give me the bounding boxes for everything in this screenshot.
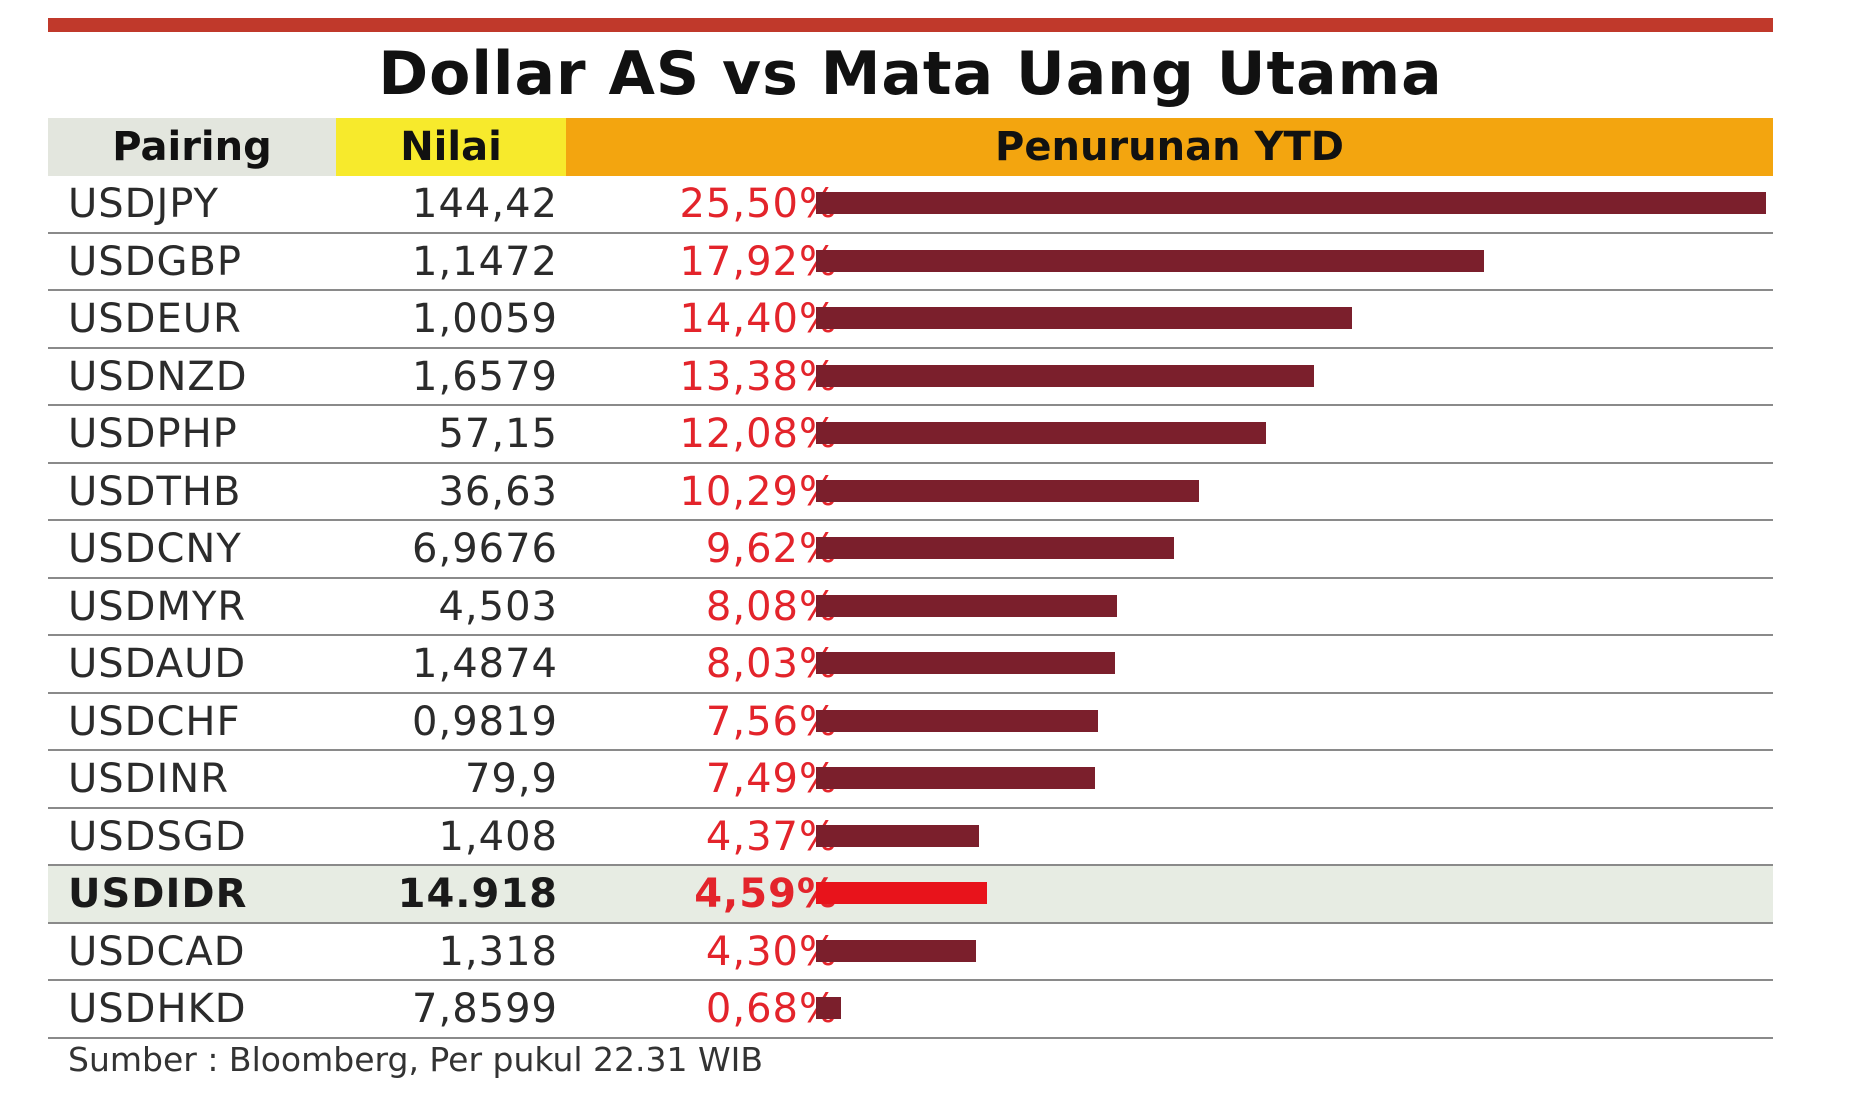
table-body: USDJPY 144,42 25,50% USDGBP 1,1472 17,92% USDE… (48, 176, 1773, 1039)
ytd-bar (816, 249, 1484, 272)
chart-title: Dollar AS vs Mata Uang Utama (378, 39, 1443, 109)
header-pairing: Pairing (48, 118, 336, 176)
header-nilai: Nilai (336, 118, 566, 176)
nilai-value: 1,6579 (412, 353, 558, 400)
table-row: USDCHF 0,9819 7,56% (48, 694, 1773, 751)
pairing-label: USDJPY (68, 181, 219, 227)
pairing-label: USDSGD (68, 813, 247, 860)
nilai-value: 1,318 (438, 928, 558, 975)
table-row: USDEUR 1,0059 14,40% (48, 291, 1773, 349)
ytd-percent-label: 10,29% (679, 468, 838, 515)
pairing-label: USDTHB (68, 468, 242, 515)
nilai-value: 4,503 (438, 583, 558, 630)
ytd-percent-label: 12,08% (679, 411, 838, 457)
ytd-bar (816, 307, 1353, 329)
nilai-value: 36,63 (438, 468, 558, 515)
source-note: Sumber : Bloomberg, Per pukul 22.31 WIB (68, 1040, 763, 1079)
ytd-bar (816, 824, 979, 847)
pairing-label: USDHKD (68, 986, 247, 1032)
pairing-label: USDCNY (68, 526, 242, 572)
pairing-label: USDEUR (68, 296, 242, 342)
ytd-bar (816, 479, 1200, 502)
pairing-label: USDPHP (68, 411, 238, 457)
table-row: USDAUD 1,4874 8,03% (48, 636, 1773, 694)
ytd-percent-label: 4,59% (694, 871, 838, 917)
ytd-percent-label: 4,30% (705, 928, 838, 975)
pairing-label: USDCHF (68, 698, 241, 745)
data-table: Pairing Nilai Penurunan YTD USDJPY 144,42… (48, 118, 1773, 1039)
table-row: USDINR 79,9 7,49% (48, 751, 1773, 809)
nilai-value: 144,42 (412, 181, 558, 227)
ytd-bar (816, 594, 1118, 617)
ytd-bar (816, 422, 1267, 444)
nilai-value: 7,8599 (412, 986, 558, 1032)
table-row: USDJPY 144,42 25,50% (48, 176, 1773, 234)
pairing-label: USDGBP (68, 238, 243, 285)
table-header: Pairing Nilai Penurunan YTD (48, 118, 1773, 176)
ytd-bar (816, 537, 1175, 559)
table-row: USDNZD 1,6579 13,38% (48, 349, 1773, 406)
header-penurunan-ytd: Penurunan YTD (566, 118, 1773, 176)
ytd-percent-label: 7,56% (705, 698, 838, 745)
ytd-bar (816, 192, 1766, 214)
ytd-bar (816, 882, 987, 904)
ytd-percent-label: 25,50% (679, 181, 838, 227)
pairing-label: USDCAD (68, 928, 246, 975)
ytd-percent-label: 9,62% (705, 526, 838, 572)
pairing-label: USDMYR (68, 583, 247, 630)
nilai-value: 14.918 (397, 871, 558, 917)
ytd-percent-label: 4,37% (705, 813, 838, 860)
ytd-bar (816, 364, 1315, 387)
pairing-label: USDINR (68, 756, 229, 802)
ytd-bar (816, 652, 1116, 674)
table-row: USDGBP 1,1472 17,92% (48, 234, 1773, 291)
table-row: USDTHB 36,63 10,29% (48, 464, 1773, 521)
ytd-percent-label: 14,40% (679, 296, 838, 342)
ytd-percent-label: 8,08% (705, 583, 838, 630)
table-row: USDCAD 1,318 4,30% (48, 924, 1773, 981)
pairing-label: USDAUD (68, 641, 247, 687)
table-row: USDPHP 57,15 12,08% (48, 406, 1773, 464)
nilai-value: 6,9676 (412, 526, 558, 572)
table-row: USDCNY 6,9676 9,62% (48, 521, 1773, 579)
ytd-bar (816, 709, 1098, 732)
ytd-percent-label: 8,03% (705, 641, 838, 687)
ytd-bar (816, 767, 1096, 789)
table-row: USDMYR 4,503 8,08% (48, 579, 1773, 636)
nilai-value: 79,9 (464, 756, 558, 802)
table-row: USDIDR 14.918 4,59% (48, 866, 1773, 924)
table-row: USDSGD 1,408 4,37% (48, 809, 1773, 866)
ytd-percent-label: 17,92% (679, 238, 838, 285)
nilai-value: 57,15 (438, 411, 558, 457)
ytd-percent-label: 7,49% (705, 756, 838, 802)
nilai-value: 1,408 (438, 813, 558, 860)
nilai-value: 1,1472 (412, 238, 558, 285)
ytd-bar (816, 939, 977, 962)
ytd-percent-label: 0,68% (705, 986, 838, 1032)
nilai-value: 1,0059 (412, 296, 558, 342)
nilai-value: 1,4874 (412, 641, 558, 687)
pairing-label: USDNZD (68, 353, 248, 400)
pairing-label: USDIDR (68, 871, 248, 917)
top-rule (48, 18, 1773, 32)
ytd-bar (816, 997, 842, 1019)
ytd-percent-label: 13,38% (679, 353, 838, 400)
nilai-value: 0,9819 (412, 698, 558, 745)
table-row: USDHKD 7,8599 0,68% (48, 981, 1773, 1039)
